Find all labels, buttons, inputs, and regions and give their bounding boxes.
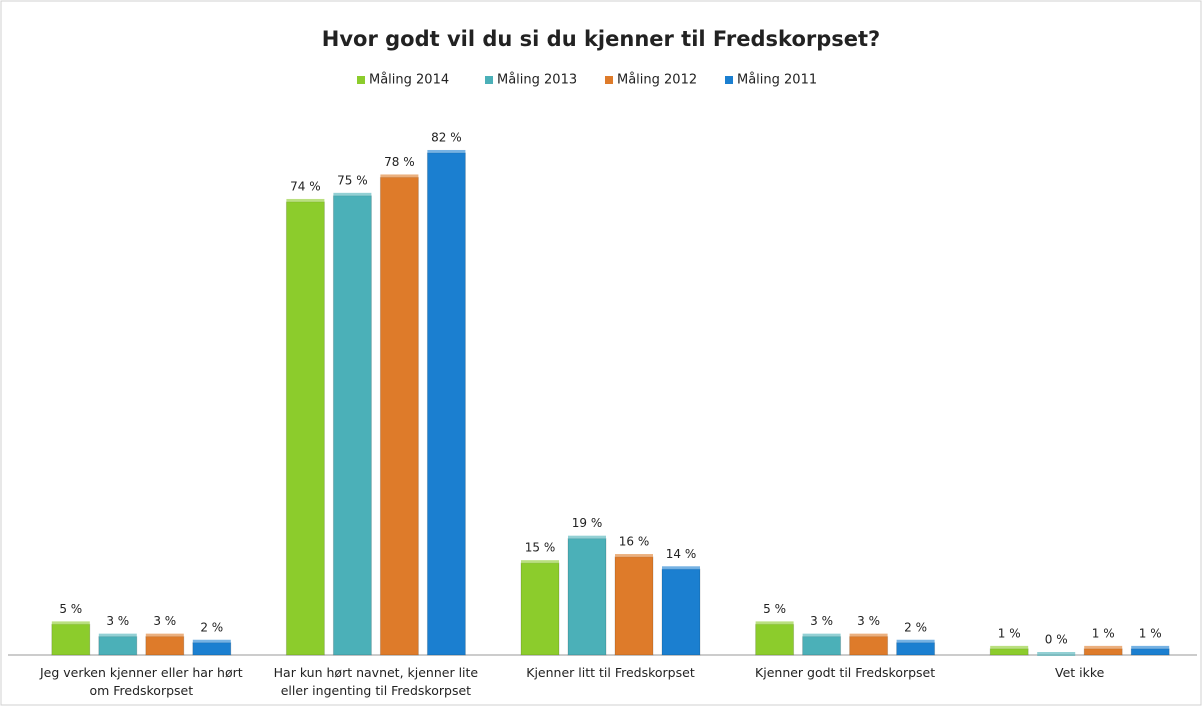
value-label: 1 % bbox=[998, 626, 1021, 640]
x-tick-label: Jeg verken kjenner eller har hørt om Fre… bbox=[39, 665, 243, 698]
value-label: 3 % bbox=[153, 614, 176, 628]
legend-label: Måling 2012 bbox=[617, 73, 697, 88]
bar-cap bbox=[51, 621, 90, 626]
value-label: 3 % bbox=[857, 614, 880, 628]
value-label: 1 % bbox=[1139, 626, 1162, 640]
bar-cap bbox=[192, 639, 231, 644]
bar-cap bbox=[802, 633, 841, 638]
legend-label: Måling 2013 bbox=[497, 73, 577, 88]
value-label: 78 % bbox=[384, 155, 415, 169]
bar bbox=[849, 636, 889, 656]
bar bbox=[285, 201, 325, 656]
legend-label: Måling 2014 bbox=[369, 73, 449, 88]
x-tick-label: Vet ikke bbox=[1055, 665, 1105, 680]
bar-cap bbox=[849, 633, 888, 638]
bar-cap bbox=[286, 198, 325, 203]
bar bbox=[51, 623, 91, 656]
value-label: 75 % bbox=[337, 173, 368, 187]
x-tick-label: Kjenner godt til Fredskorpset bbox=[755, 665, 936, 680]
bar-cap bbox=[427, 149, 466, 154]
bar bbox=[520, 562, 560, 656]
value-label: 2 % bbox=[904, 620, 927, 634]
value-label: 74 % bbox=[290, 179, 321, 193]
bar-cap bbox=[333, 192, 372, 197]
value-label: 0 % bbox=[1045, 633, 1068, 647]
bar-cap bbox=[615, 554, 653, 559]
value-label: 14 % bbox=[666, 547, 697, 561]
bar bbox=[192, 642, 232, 656]
bar bbox=[896, 642, 936, 656]
bar-cap bbox=[521, 560, 559, 565]
x-tick-label: Kjenner litt til Fredskorpset bbox=[526, 665, 695, 680]
bar bbox=[332, 195, 372, 656]
value-label: 19 % bbox=[572, 516, 603, 530]
bar bbox=[426, 152, 466, 656]
bar-cap bbox=[98, 633, 137, 638]
value-label: 82 % bbox=[431, 130, 462, 144]
bar-cap bbox=[1131, 645, 1170, 650]
bar-cap bbox=[1037, 652, 1076, 656]
value-label: 15 % bbox=[525, 541, 556, 555]
bar-cap bbox=[380, 174, 419, 179]
value-label: 3 % bbox=[106, 614, 129, 628]
bar bbox=[145, 636, 185, 656]
bar-cap bbox=[145, 633, 184, 638]
bar-cap bbox=[662, 566, 700, 571]
legend-swatch bbox=[605, 76, 613, 84]
value-label: 3 % bbox=[810, 614, 833, 628]
value-label: 16 % bbox=[619, 535, 650, 549]
bar bbox=[802, 636, 842, 656]
bar bbox=[755, 623, 795, 656]
bar-cap bbox=[990, 645, 1029, 650]
x-tick-label: Har kun hørt navnet, kjenner lite eller … bbox=[273, 665, 479, 698]
bar bbox=[379, 176, 419, 656]
bar-cap bbox=[568, 535, 606, 540]
legend-label: Måling 2011 bbox=[737, 73, 817, 88]
bar bbox=[614, 556, 654, 656]
value-label: 5 % bbox=[59, 602, 82, 616]
value-label: 1 % bbox=[1092, 626, 1115, 640]
legend-swatch bbox=[485, 76, 493, 84]
bar-cap bbox=[1084, 645, 1123, 650]
bar-cap bbox=[896, 639, 935, 644]
bar bbox=[567, 538, 607, 656]
bar bbox=[98, 636, 138, 656]
legend-swatch bbox=[357, 76, 365, 84]
chart-title: Hvor godt vil du si du kjenner til Freds… bbox=[322, 27, 880, 51]
value-label: 2 % bbox=[200, 620, 223, 634]
legend-swatch bbox=[725, 76, 733, 84]
bar-cap bbox=[755, 621, 794, 626]
bar bbox=[661, 568, 701, 656]
value-label: 5 % bbox=[763, 602, 786, 616]
